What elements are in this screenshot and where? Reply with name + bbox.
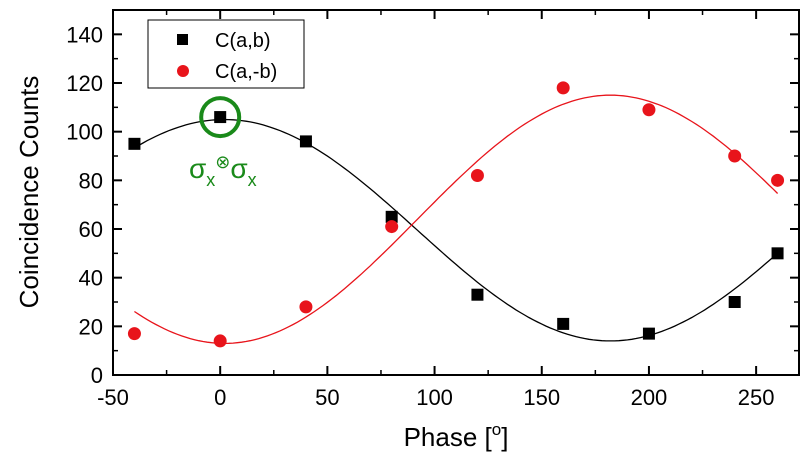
data-markers <box>127 81 785 348</box>
data-point-series-0 <box>728 296 741 308</box>
x-tick-label: 250 <box>738 385 775 410</box>
y-tick-label: 60 <box>79 217 103 242</box>
annotation-sigma-1: σ <box>189 153 206 184</box>
data-point-series-1 <box>127 327 141 341</box>
x-axis-title: Phase [o] <box>404 420 509 452</box>
data-point-series-0 <box>642 327 655 340</box>
data-point-series-0 <box>385 210 398 223</box>
data-point-series-1 <box>642 103 656 117</box>
fit-curve-series-0 <box>134 118 779 342</box>
legend-label-c-a-b: C(a,b) <box>215 30 271 52</box>
data-point-series-1 <box>771 173 785 187</box>
data-point-series-0 <box>214 111 227 124</box>
legend-marker-c-a-minus-b <box>177 65 189 77</box>
fit-curve-series-1 <box>134 94 779 345</box>
x-tick-label: 0 <box>214 385 226 410</box>
annotation-sigma-2: σ <box>230 153 247 184</box>
annotation-sigma-x-otimes-sigma-x: σx⊗σx <box>189 152 257 190</box>
y-tick-label: 100 <box>66 120 103 145</box>
data-point-series-0 <box>557 317 570 330</box>
y-tick-label: 80 <box>79 168 103 193</box>
y-axis-title: Coincidence Counts <box>14 76 44 309</box>
data-point-series-0 <box>299 135 312 148</box>
x-tick-label: 50 <box>315 385 339 410</box>
x-tick-label: 200 <box>631 385 668 410</box>
data-point-series-0 <box>771 247 784 260</box>
y-tick-label: 0 <box>91 363 103 388</box>
x-axis-title-main: Phase [ <box>404 422 493 452</box>
data-point-series-1 <box>385 220 399 234</box>
x-tick-label: -50 <box>97 385 129 410</box>
x-tick-label: 100 <box>416 385 453 410</box>
data-point-series-0 <box>128 137 141 150</box>
legend-label-c-a-minus-b: C(a,-b) <box>215 61 277 83</box>
fit-curves <box>134 94 779 345</box>
annotation-otimes: ⊗ <box>215 152 230 172</box>
data-point-series-1 <box>299 300 313 314</box>
y-tick-label: 120 <box>66 71 103 96</box>
y-tick-label: 140 <box>66 22 103 47</box>
annotation-sub-1: x <box>206 170 215 190</box>
data-point-series-1 <box>470 168 484 182</box>
data-point-series-0 <box>471 288 484 301</box>
y-tick-label: 40 <box>79 266 103 291</box>
x-tick-label: 150 <box>523 385 560 410</box>
y-tick-label: 20 <box>79 314 103 339</box>
data-point-series-1 <box>556 81 570 95</box>
x-axis-title-end: ] <box>501 422 508 452</box>
legend-box <box>147 19 305 89</box>
annotation-circle <box>199 96 242 139</box>
plot-frame <box>112 9 800 376</box>
data-point-series-1 <box>213 334 227 348</box>
legend: C(a,b) C(a,-b) <box>147 19 305 89</box>
annotation-sub-2: x <box>248 170 257 190</box>
data-point-series-1 <box>728 149 742 163</box>
x-axis-title-degree: o <box>492 420 501 439</box>
legend-marker-c-a-b <box>177 34 188 45</box>
